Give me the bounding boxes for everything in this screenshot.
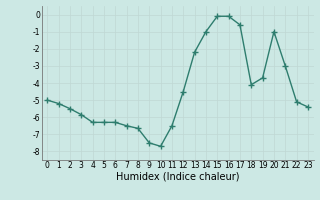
X-axis label: Humidex (Indice chaleur): Humidex (Indice chaleur): [116, 172, 239, 182]
